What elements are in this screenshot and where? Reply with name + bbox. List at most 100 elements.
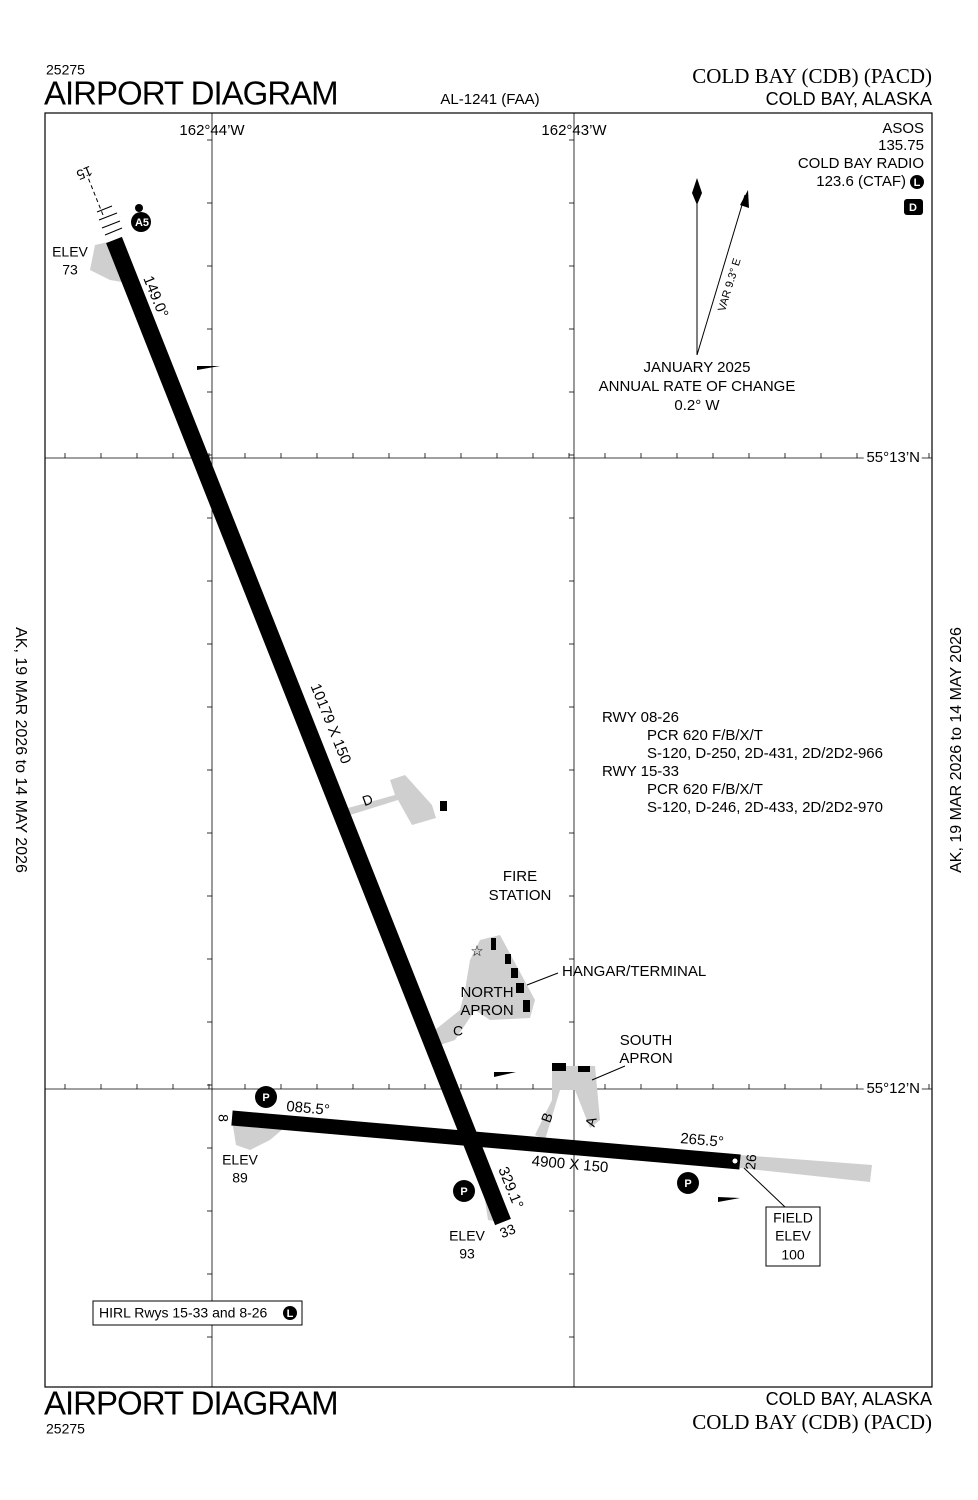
mag-north (696, 194, 746, 356)
approach-lights (86, 174, 104, 216)
windsock (718, 1197, 740, 1202)
building (552, 1063, 566, 1071)
runway-info: S-120, D-246, 2D-433, 2D/2D2-970 (647, 799, 883, 816)
feature-label: FIRE (503, 868, 537, 885)
var-label: VAR 9.3° E (716, 257, 744, 313)
parking-label: P (684, 1178, 691, 1190)
var-line: JANUARY 2025 (643, 359, 750, 376)
leader (743, 1167, 786, 1208)
footer-location: COLD BAY, ALASKA (766, 1389, 932, 1409)
runway-dimensions: 4900 X 150 (531, 1153, 609, 1177)
lighting-icon (283, 1306, 297, 1320)
comm-line: 123.6 (CTAF) (816, 173, 906, 190)
beacon (732, 1158, 738, 1164)
field-elev-box (765, 1206, 821, 1267)
location: COLD BAY, ALASKA (766, 89, 932, 109)
runway-info: S-120, D-250, 2D-431, 2D/2D2-966 (647, 745, 883, 762)
runway-heading: 265.5° (680, 1130, 725, 1151)
feature-label: APRON (619, 1050, 672, 1067)
ctaf-icon-label: L (914, 177, 921, 189)
windsock (494, 1072, 516, 1077)
comm-line: 135.75 (878, 137, 924, 154)
elev-label: ELEV (52, 244, 88, 260)
latitude: 55°12’N (866, 1080, 920, 1097)
lighting-box (92, 1300, 303, 1326)
title: AIRPORT DIAGRAM (44, 75, 338, 112)
frame (44, 112, 933, 1388)
bar (96, 205, 113, 213)
chart-number: 25275 (46, 62, 85, 78)
dpc-icon-label: D (909, 202, 917, 214)
buildings (440, 801, 590, 1072)
field-elev: FIELD (773, 1210, 813, 1226)
feature-label: STATION (489, 887, 552, 904)
bar (98, 212, 118, 221)
runway-heading: 085.5° (286, 1098, 331, 1119)
building (511, 968, 518, 978)
elev-label: ELEV (449, 1228, 485, 1244)
windsocks (197, 366, 740, 1202)
footer-title: AIRPORT DIAGRAM (44, 1385, 338, 1422)
feature-label: NORTH (460, 984, 513, 1001)
elev-value: 89 (232, 1170, 248, 1186)
runway-info: PCR 620 F/B/X/T (647, 727, 763, 744)
feature-label: APRON (460, 1002, 513, 1019)
parking-icon (677, 1172, 699, 1194)
building (505, 954, 511, 964)
building (440, 801, 447, 811)
longitude: 162°44’W (179, 122, 245, 139)
building (491, 938, 496, 950)
taxiway-d (348, 775, 436, 825)
approach-icon (131, 212, 151, 232)
field-elev: ELEV (775, 1228, 811, 1244)
feature-label: HANGAR/TERMINAL (562, 963, 706, 980)
star: ☆ (470, 943, 483, 960)
ctaf-icon (910, 175, 924, 189)
leader (591, 1065, 626, 1081)
parking-icon (453, 1180, 475, 1202)
building (516, 983, 524, 993)
bar (104, 227, 123, 236)
runway-8-26 (231, 1110, 741, 1170)
elev-value: 73 (62, 262, 78, 278)
bar (101, 220, 121, 229)
var-line: 0.2° W (674, 397, 720, 414)
parking-label: P (460, 1186, 467, 1198)
lighting-icon-label: L (287, 1308, 294, 1320)
runway-info: RWY 08-26 (602, 709, 679, 726)
approach-icon-dot (135, 204, 143, 212)
true-north-arrow (692, 178, 702, 205)
pavement (740, 1155, 872, 1182)
latitude: 55°13’N (866, 449, 920, 466)
approach-bars (96, 205, 123, 236)
taxiway-label: C (453, 1023, 463, 1039)
field-elev: 100 (781, 1247, 805, 1263)
approach-icon-label: A5 (135, 217, 149, 229)
parking-label: P (262, 1092, 269, 1104)
runway-end: 15 (74, 163, 95, 184)
comm-line: ASOS (882, 120, 924, 137)
mag-north-arrow (740, 190, 749, 208)
footer-airport: COLD BAY (CDB) (PACD) (692, 1410, 932, 1434)
validity: AK, 19 MAR 2026 to 14 MAY 2026 (948, 627, 965, 873)
feature-label: SOUTH (620, 1032, 673, 1049)
lighting: HIRL Rwys 15-33 and 8-26 (99, 1305, 268, 1321)
validity: AK, 19 MAR 2026 to 14 MAY 2026 (12, 627, 29, 873)
runway-info: RWY 15-33 (602, 763, 679, 780)
building (523, 1000, 530, 1012)
runway-end: 33 (497, 1220, 518, 1241)
dpc-icon (904, 199, 923, 215)
runway-15-33 (106, 236, 511, 1226)
var-line: ANNUAL RATE OF CHANGE (599, 378, 796, 395)
runway-info: PCR 620 F/B/X/T (647, 781, 763, 798)
chart-id: AL-1241 (FAA) (440, 91, 539, 108)
parking-icon (255, 1086, 277, 1108)
airport-name: COLD BAY (CDB) (PACD) (692, 64, 932, 88)
elev-label: ELEV (222, 1152, 258, 1168)
runway-end: 8 (215, 1114, 231, 1122)
footer-number: 25275 (46, 1421, 85, 1437)
windsock (197, 366, 220, 370)
longitude: 162°43’W (541, 122, 607, 139)
south-apron (535, 1066, 600, 1140)
